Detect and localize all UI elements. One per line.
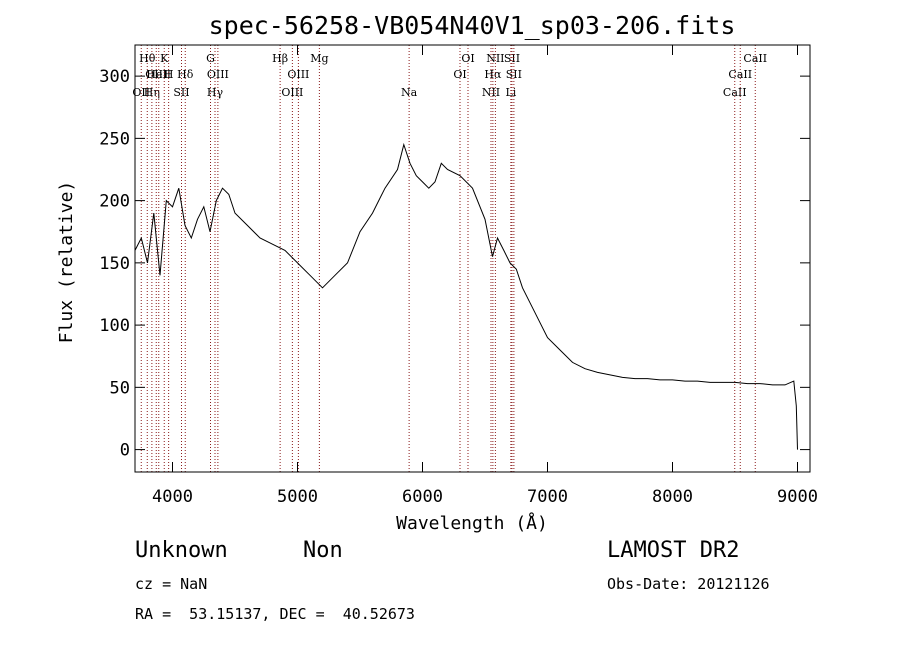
y-tick-label-3: 150 bbox=[99, 254, 130, 274]
survey-name: LAMOST DR2 bbox=[607, 538, 740, 563]
marker-label-4: HeII bbox=[146, 68, 171, 81]
redshift-cz: cz = NaN bbox=[135, 575, 208, 593]
y-tick-label-5: 250 bbox=[99, 129, 130, 149]
x-tick-label-2: 6000 bbox=[402, 487, 443, 507]
marker-label-3: OIII bbox=[145, 68, 167, 81]
marker-label-25: CaII bbox=[723, 86, 747, 99]
marker-label-24: SII bbox=[506, 68, 522, 81]
marker-label-12: Hβ bbox=[272, 52, 288, 65]
marker-label-21: NII bbox=[486, 52, 504, 65]
marker-label-2: Hη bbox=[144, 86, 160, 99]
y-tick-label-1: 50 bbox=[110, 378, 130, 398]
x-tick-label-5: 9000 bbox=[777, 487, 818, 507]
marker-label-15: Mg bbox=[310, 52, 328, 65]
y-tick-label-2: 100 bbox=[99, 316, 130, 336]
y-tick-label-6: 300 bbox=[99, 67, 130, 87]
marker-label-11: OIII bbox=[207, 68, 229, 81]
marker-label-10: Hγ bbox=[207, 86, 224, 99]
marker-label-14: OIII bbox=[287, 68, 309, 81]
obs-date: Obs-Date: 20121126 bbox=[607, 575, 770, 593]
marker-label-16: Na bbox=[401, 86, 418, 99]
emission-line-markers: OIIHθHηOIIIHeIIKHSIIHδGHγOIIIHβOIIIOIIIM… bbox=[132, 45, 767, 472]
marker-label-7: SII bbox=[173, 86, 189, 99]
y-axis-ticks: 0 50 100 150 200 250 300 bbox=[99, 67, 810, 461]
x-tick-label-0: 4000 bbox=[152, 487, 193, 507]
marker-label-6: H bbox=[164, 68, 174, 81]
x-axis-ticks: 4000 5000 6000 7000 8000 9000 bbox=[152, 45, 818, 507]
x-tick-label-3: 7000 bbox=[527, 487, 568, 507]
marker-label-9: G bbox=[206, 52, 215, 65]
object-subclass: Non bbox=[303, 538, 343, 563]
marker-label-13: OIII bbox=[281, 86, 303, 99]
x-tick-label-4: 8000 bbox=[652, 487, 693, 507]
y-tick-label-4: 200 bbox=[99, 192, 130, 212]
marker-label-22: Li bbox=[505, 86, 516, 99]
marker-label-8: Hδ bbox=[177, 68, 194, 81]
marker-label-5: K bbox=[160, 52, 169, 65]
marker-label-20: Hα bbox=[484, 68, 502, 81]
y-axis-label: Flux (relative) bbox=[56, 181, 77, 344]
marker-label-19: NII bbox=[482, 86, 500, 99]
marker-label-18: OI bbox=[461, 52, 474, 65]
marker-label-0: OII bbox=[132, 86, 150, 99]
marker-label-26: CaII bbox=[728, 68, 752, 81]
coordinates: RA = 53.15137, DEC = 40.52673 bbox=[135, 605, 415, 623]
spectrum-line bbox=[134, 142, 798, 450]
x-tick-label-1: 5000 bbox=[277, 487, 318, 507]
y-tick-label-0: 0 bbox=[120, 441, 130, 461]
chart-title: spec-56258-VB054N40V1_sp03-206.fits bbox=[209, 11, 736, 40]
marker-label-1: Hθ bbox=[139, 52, 156, 65]
plot-frame bbox=[134, 44, 811, 473]
marker-label-23: SII bbox=[504, 52, 520, 65]
object-class: Unknown bbox=[135, 538, 228, 563]
x-axis-label: Wavelength (Å) bbox=[396, 512, 548, 534]
marker-label-27: CaII bbox=[743, 52, 767, 65]
marker-label-17: OI bbox=[453, 68, 466, 81]
